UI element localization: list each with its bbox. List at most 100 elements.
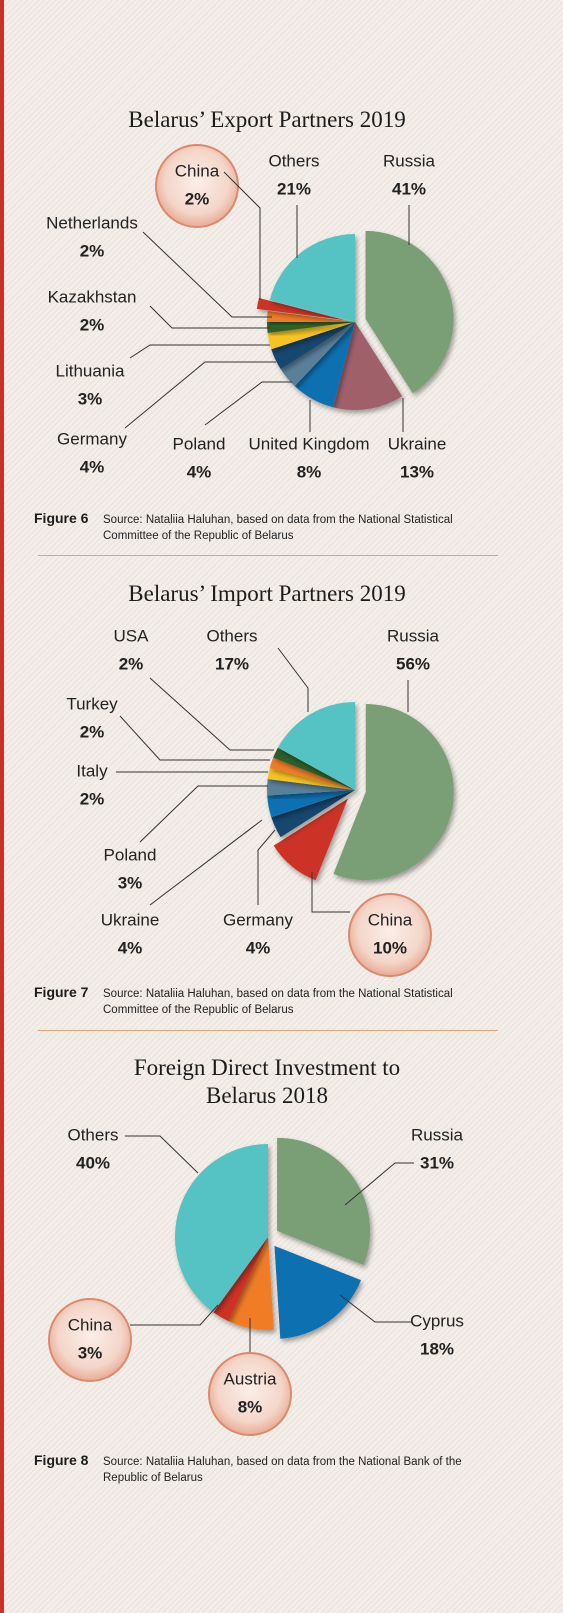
value-label: 18% <box>420 1339 454 1358</box>
value-label: 21% <box>277 179 311 198</box>
slice-label: Lithuania <box>55 361 125 380</box>
value-label: 2% <box>80 241 105 260</box>
leader-line <box>223 171 261 300</box>
slice-label: Turkey <box>66 694 118 713</box>
leader-line <box>257 829 276 905</box>
pie-slice <box>256 298 345 320</box>
pie-slice <box>213 1237 268 1322</box>
leader-line <box>139 785 268 843</box>
pie-slice <box>294 322 355 408</box>
leader-line <box>130 1304 219 1326</box>
slice-label: Netherlands <box>46 213 138 232</box>
value-label: 3% <box>118 873 143 892</box>
highlight-circle <box>155 144 239 228</box>
pie-slice <box>267 310 355 322</box>
value-label: 17% <box>215 654 249 673</box>
leader-line <box>339 1294 412 1323</box>
chart-title: Foreign Direct Investment to Belarus 201… <box>133 1055 401 1108</box>
slice-label: Kazakhstan <box>48 287 137 306</box>
value-label: 13% <box>400 462 434 481</box>
value-label: 2% <box>119 654 144 673</box>
pie-slice <box>175 1144 268 1313</box>
slice-label: Russia <box>383 151 436 170</box>
pie-slice <box>277 1137 371 1266</box>
leader-line <box>149 677 274 751</box>
slice-label: Poland <box>104 845 157 864</box>
leader-line <box>204 381 292 426</box>
pie-slice <box>280 322 355 387</box>
value-label: 3% <box>78 389 103 408</box>
value-label: 3% <box>78 1343 103 1362</box>
pie-slice <box>267 790 355 818</box>
slice-label: Italy <box>76 761 108 780</box>
value-label: 2% <box>80 722 105 741</box>
pie-slice <box>271 790 355 838</box>
leader-line <box>311 872 350 913</box>
value-label: 4% <box>118 938 143 957</box>
value-label: 56% <box>396 654 430 673</box>
slice-label: China <box>368 910 413 929</box>
pie-slice <box>365 230 454 394</box>
leader-line <box>277 647 309 712</box>
value-label: 4% <box>80 457 105 476</box>
slice-label: Austria <box>224 1369 277 1388</box>
source-note: Source: Nataliia Haluhan, based on data … <box>103 514 453 542</box>
slice-label: Ukraine <box>388 434 447 453</box>
separator <box>38 1030 498 1031</box>
chart-title: Belarus’ Export Partners 2019 <box>128 107 406 132</box>
pie-slice <box>228 1237 274 1330</box>
slice-label: Russia <box>411 1125 464 1144</box>
value-label: 10% <box>373 938 407 957</box>
slice-label: Others <box>268 151 319 170</box>
highlight-circle <box>348 893 432 977</box>
leader-line <box>344 1162 414 1206</box>
pie-slice <box>267 768 355 790</box>
value-label: 40% <box>76 1153 110 1172</box>
pie-slice <box>267 322 355 334</box>
value-label: 2% <box>80 315 105 334</box>
pie-slice <box>269 234 355 322</box>
slice-label: Others <box>67 1125 118 1144</box>
pie-slice <box>273 798 348 881</box>
pie-slice <box>333 322 403 410</box>
chart-title: Belarus’ Import Partners 2019 <box>128 581 406 606</box>
value-label: 31% <box>420 1153 454 1172</box>
leader-line <box>142 231 272 318</box>
value-label: 4% <box>246 938 271 957</box>
leader-line <box>149 819 263 906</box>
slice-label: USA <box>114 626 150 645</box>
slice-label: Others <box>206 626 257 645</box>
leader-line <box>129 344 270 359</box>
pie-slice <box>333 704 454 881</box>
figure-label: Figure 8 <box>34 1452 89 1468</box>
leader-line <box>124 361 276 429</box>
accent-bar <box>0 0 4 1613</box>
figure-label: Figure 7 <box>34 984 89 1000</box>
separator <box>38 555 498 556</box>
pie-slice <box>267 778 355 796</box>
pie-slice <box>277 702 355 790</box>
value-label: 8% <box>297 462 322 481</box>
leader-line <box>125 1135 199 1174</box>
leader-line <box>149 305 270 329</box>
pie-slice <box>271 322 355 370</box>
slice-label: China <box>68 1315 113 1334</box>
pie-slice <box>273 747 355 790</box>
pie-slice <box>267 322 355 350</box>
value-label: 8% <box>238 1397 263 1416</box>
highlight-circle <box>48 1298 132 1382</box>
source-note: Source: Nataliia Haluhan, based on data … <box>103 988 453 1016</box>
value-label: 2% <box>80 789 105 808</box>
slice-label: Germany <box>223 910 293 929</box>
pie-slice <box>269 757 355 790</box>
slice-label: China <box>175 161 220 180</box>
highlight-circle <box>208 1352 292 1436</box>
value-label: 2% <box>185 189 210 208</box>
value-label: 4% <box>187 462 212 481</box>
slice-label: United Kingdom <box>249 434 370 453</box>
slice-label: Poland <box>173 434 226 453</box>
slice-label: Germany <box>57 429 127 448</box>
pie-slice <box>274 1245 361 1339</box>
